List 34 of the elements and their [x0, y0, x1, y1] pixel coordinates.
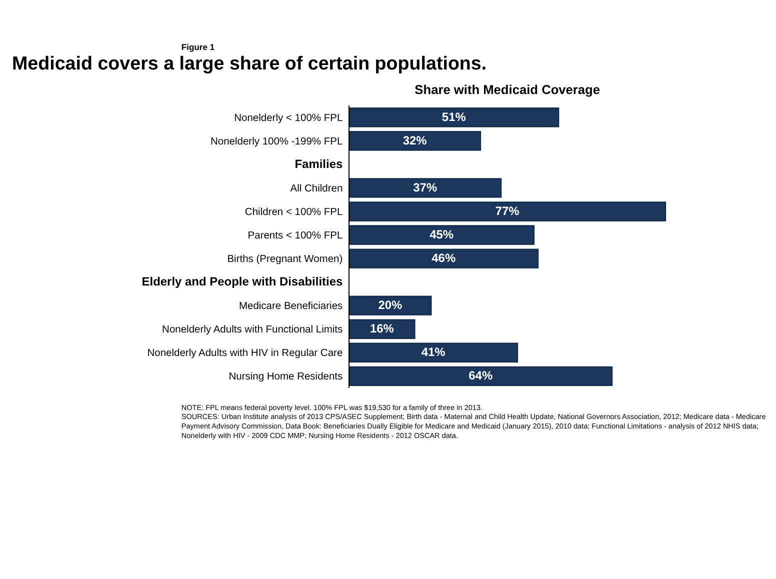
- y-tick-label: All Children: [290, 183, 343, 194]
- y-tick-label: Nonelderly Adults with HIV in Regular Care: [147, 348, 343, 360]
- y-tick-label: Medicare Beneficiaries: [238, 301, 343, 312]
- y-tick-label: Nonelderly 100% -199% FPL: [210, 136, 343, 148]
- y-tick-label: Nonelderly < 100% FPL: [234, 112, 343, 124]
- bar: [348, 202, 666, 222]
- y-tick-label: Families: [294, 156, 343, 171]
- bar: [348, 342, 518, 362]
- data-label: 37%: [413, 180, 438, 194]
- data-label: 20%: [378, 298, 403, 312]
- data-label: 45%: [430, 227, 454, 242]
- y-tick-label: Elderly and People with Disabilities: [142, 274, 343, 288]
- y-tick-label: Parents < 100% FPL: [248, 230, 343, 242]
- data-label: 64%: [468, 368, 493, 383]
- bar: [348, 108, 560, 128]
- bar: [348, 296, 432, 316]
- data-label: 77%: [495, 204, 520, 218]
- caption: Figure 1: [181, 42, 215, 52]
- bar: [348, 366, 613, 386]
- bar: [348, 225, 535, 245]
- data-label: 32%: [402, 133, 428, 148]
- chart-title: Medicaid covers a large share of certain populations.: [12, 52, 487, 74]
- data-label: 51%: [442, 110, 466, 124]
- data-label: 41%: [421, 345, 446, 360]
- bar: [348, 248, 539, 268]
- y-tick-label: Nonelderly Adults with Functional Limits: [162, 324, 343, 336]
- bar: [348, 131, 482, 151]
- bar: [348, 178, 502, 198]
- y-tick-label: Nursing Home Residents: [228, 372, 343, 383]
- data-label: 16%: [370, 322, 394, 336]
- data-label: 46%: [432, 250, 456, 265]
- y-tick-label: Children < 100% FPL: [244, 206, 343, 218]
- chart-subtitle: Share with Medicaid Coverage: [414, 82, 600, 98]
- y-tick-label: Births (Pregnant Women): [227, 254, 343, 265]
